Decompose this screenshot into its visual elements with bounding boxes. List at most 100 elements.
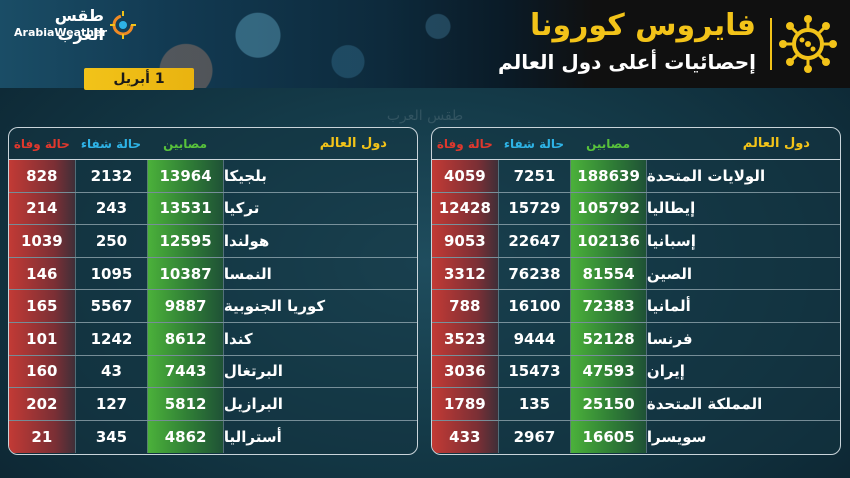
table-header: حالة وفاة حالة شفاء مصابين دول العالم <box>9 128 417 160</box>
table-row: 1789 135 25150 المملكة المتحدة <box>432 388 840 421</box>
deaths-cell: 3036 <box>432 355 498 388</box>
stats-table-left: حالة وفاة حالة شفاء مصابين دول العالم 82… <box>8 127 418 455</box>
virus-cells-image <box>150 0 510 88</box>
cases-cell: 81554 <box>570 257 646 290</box>
table-row: 146 1095 10387 النمسا <box>9 257 417 291</box>
country-cell: فرنسا <box>645 322 840 355</box>
deaths-cell: 828 <box>9 160 75 192</box>
cases-cell: 4862 <box>147 420 223 454</box>
recovered-cell: 15729 <box>497 192 571 225</box>
cases-cell: 102136 <box>570 225 646 257</box>
deaths-cell: 12428 <box>432 192 498 225</box>
recovered-cell: 9444 <box>497 322 571 355</box>
country-cell: النمسا <box>222 257 417 290</box>
recovered-cell: 250 <box>74 225 148 257</box>
cases-cell: 188639 <box>570 160 646 192</box>
recovered-cell: 243 <box>74 192 148 225</box>
cases-cell: 10387 <box>147 257 223 290</box>
header-divider <box>770 18 772 70</box>
cases-cell: 25150 <box>570 388 646 420</box>
recovered-cell: 15473 <box>497 355 571 388</box>
header-banner: طقس العرب ArabiaWeather فايروس كورونا إح… <box>0 0 850 88</box>
deaths-cell: 214 <box>9 192 75 225</box>
watermark: طقس العرب <box>386 108 464 124</box>
country-cell: المملكة المتحدة <box>645 388 840 420</box>
table-row: 165 5567 9887 كوريا الجنوبية <box>9 290 417 323</box>
table-row: 3312 76238 81554 الصين <box>432 257 840 291</box>
country-cell: الصين <box>645 257 840 290</box>
column-header-cases: مصابين <box>586 137 631 151</box>
recovered-cell: 22647 <box>497 225 571 257</box>
deaths-cell: 202 <box>9 388 75 420</box>
recovered-cell: 135 <box>497 388 571 420</box>
table-row: 160 43 7443 البرتغال <box>9 355 417 389</box>
table-row: 1039 250 12595 هولندا <box>9 225 417 258</box>
column-header-cases: مصابين <box>163 137 208 151</box>
table-header: حالة وفاة حالة شفاء مصابين دول العالم <box>432 128 840 160</box>
deaths-cell: 433 <box>432 420 498 454</box>
cases-cell: 5812 <box>147 388 223 420</box>
recovered-cell: 5567 <box>74 290 148 322</box>
country-cell: إيران <box>645 355 840 388</box>
country-cell: الولايات المتحدة <box>645 160 840 192</box>
deaths-cell: 4059 <box>432 160 498 192</box>
cases-cell: 12595 <box>147 225 223 257</box>
table-row: 788 16100 72383 ألمانيا <box>432 290 840 323</box>
cases-cell: 105792 <box>570 192 646 225</box>
column-header-recovered: حالة شفاء <box>80 137 142 151</box>
country-cell: بلجيكا <box>222 160 417 192</box>
table-body: 828 2132 13964 بلجيكا 214 243 13531 تركيا 1039 25… <box>9 160 417 454</box>
country-cell: البرتغال <box>222 355 417 388</box>
column-header-deaths: حالة وفاة <box>436 137 493 151</box>
deaths-cell: 165 <box>9 290 75 322</box>
arabiaweather-logo-icon <box>110 11 136 39</box>
table-row: 101 1242 8612 كندا <box>9 322 417 356</box>
table-row: 9053 22647 102136 إسبانيا <box>432 225 840 258</box>
cases-cell: 52128 <box>570 322 646 355</box>
deaths-cell: 3312 <box>432 257 498 290</box>
column-header-deaths: حالة وفاة <box>13 137 70 151</box>
country-cell: سويسرا <box>645 420 840 454</box>
cases-cell: 7443 <box>147 355 223 388</box>
deaths-cell: 1789 <box>432 388 498 420</box>
recovered-cell: 2967 <box>497 420 571 454</box>
cases-cell: 8612 <box>147 322 223 355</box>
cases-cell: 72383 <box>570 290 646 322</box>
deaths-cell: 101 <box>9 322 75 355</box>
country-cell: أستراليا <box>222 420 417 454</box>
deaths-cell: 160 <box>9 355 75 388</box>
column-header-country: دول العالم <box>742 136 810 151</box>
table-row: 828 2132 13964 بلجيكا <box>9 160 417 193</box>
table-row: 214 243 13531 تركيا <box>9 192 417 226</box>
column-header-country: دول العالم <box>319 136 387 151</box>
cases-cell: 13964 <box>147 160 223 192</box>
recovered-cell: 345 <box>74 420 148 454</box>
column-header-recovered: حالة شفاء <box>503 137 565 151</box>
recovered-cell: 1095 <box>74 257 148 290</box>
country-cell: إيطاليا <box>645 192 840 225</box>
stats-table-right: حالة وفاة حالة شفاء مصابين دول العالم 40… <box>431 127 841 455</box>
recovered-cell: 76238 <box>497 257 571 290</box>
recovered-cell: 2132 <box>74 160 148 192</box>
recovered-cell: 127 <box>74 388 148 420</box>
cases-cell: 47593 <box>570 355 646 388</box>
table-row: 12428 15729 105792 إيطاليا <box>432 192 840 226</box>
logo-text-english: ArabiaWeather <box>14 26 108 39</box>
country-cell: كندا <box>222 322 417 355</box>
cases-cell: 9887 <box>147 290 223 322</box>
table-row: 202 127 5812 البرازيل <box>9 388 417 421</box>
page-title: فايروس كورونا <box>529 8 756 43</box>
virus-icon <box>779 15 837 73</box>
table-row: 433 2967 16605 سويسرا <box>432 420 840 454</box>
country-cell: كوريا الجنوبية <box>222 290 417 322</box>
deaths-cell: 146 <box>9 257 75 290</box>
deaths-cell: 21 <box>9 420 75 454</box>
cases-cell: 16605 <box>570 420 646 454</box>
recovered-cell: 1242 <box>74 322 148 355</box>
table-row: 21 345 4862 أستراليا <box>9 420 417 454</box>
deaths-cell: 3523 <box>432 322 498 355</box>
page-subtitle: إحصائيات أعلى دول العالم <box>498 50 756 74</box>
logo-text-arabic: طقس العرب <box>54 6 104 44</box>
deaths-cell: 1039 <box>9 225 75 257</box>
table-row: 3523 9444 52128 فرنسا <box>432 322 840 356</box>
